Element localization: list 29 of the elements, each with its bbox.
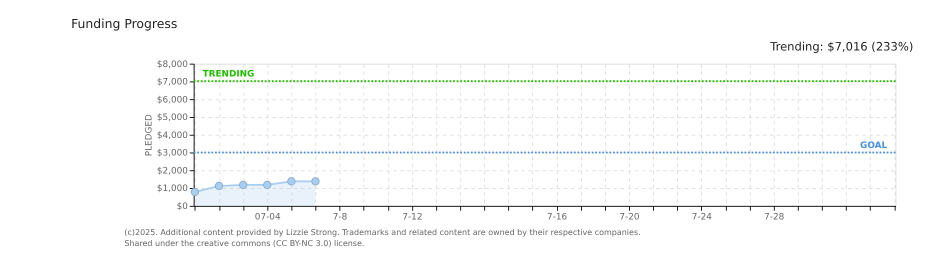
point [238,180,248,190]
y-tick-label: $8,000 [156,60,188,70]
point [263,180,272,190]
point [190,188,200,196]
x-tick-label: 07-04 [254,212,281,223]
point [311,177,320,186]
y-tick-label: $2,000 [156,166,188,176]
y-axis-title: PLEDGED [144,114,154,156]
x-tick-label: 7-16 [547,212,568,223]
y-tick-label: $6,000 [156,95,188,106]
y-tick-label: $7,000 [156,78,188,88]
x-tick-label: 7-12 [402,212,422,223]
point [287,177,296,186]
y-tick-label: $1,000 [156,184,188,194]
text: Shared under the creative commons (CC BY-NC 3.0) license. [124,238,364,248]
x-tick-label: 7-28 [764,212,785,223]
point [214,182,224,190]
y-tick-label: $3,000 [156,148,188,159]
x-tick-label: 7-24 [692,212,712,223]
chart-title: Funding Progress [71,16,178,32]
text: (c)2025. Additional content provided by Lizzie Strong. Trademarks and related content are owned by their respective companies. [124,228,641,238]
y-tick-label: $5,000 [156,113,188,124]
ref-line-label: TRENDING [202,70,254,80]
y-tick-label: $4,000 [156,130,188,141]
ref-line-label: GOAL [860,141,888,152]
text: Trending: $7,016 (233%) [769,39,914,54]
x-tick-label: 7-8 [332,212,348,223]
y-tick-label: $0 [176,202,188,212]
x-tick-label: 7-20 [619,212,640,223]
